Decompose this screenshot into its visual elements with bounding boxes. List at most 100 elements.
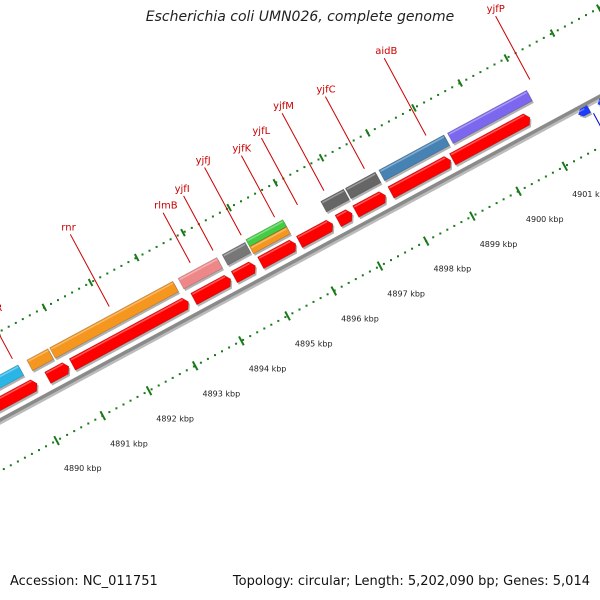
cog-feature-yjfC-gloss <box>380 136 445 172</box>
cog-feature-yjfC[interactable] <box>378 134 451 182</box>
ruler-dot <box>214 354 216 357</box>
ruler-dot <box>66 433 69 436</box>
gene-label-yjfC[interactable]: yjfC <box>316 85 335 96</box>
ring-dot <box>430 97 433 100</box>
cog-feature-yjfL[interactable] <box>320 188 350 213</box>
cog-feature-rnr[interactable] <box>49 280 179 359</box>
ruler-dot <box>171 376 174 379</box>
ruler-dot <box>319 297 322 300</box>
cog-feature-yjfJ[interactable] <box>245 219 288 248</box>
ring-dot <box>535 40 538 43</box>
cog-feature-yjfI[interactable] <box>221 241 252 266</box>
ruler-dot <box>446 228 449 231</box>
cog-feature-rlmB[interactable] <box>177 257 223 290</box>
cog-feature-yjfJ[interactable] <box>249 226 291 255</box>
cds-reverse-gloss <box>597 99 600 103</box>
ring-dot <box>324 154 327 157</box>
ruler-dot <box>87 422 90 425</box>
cds-forward[interactable] <box>190 274 232 306</box>
ruler-dot <box>509 194 512 197</box>
cds-forward[interactable] <box>387 156 452 199</box>
ruler-dot <box>347 281 350 284</box>
ruler-dot <box>397 255 399 258</box>
cds-reverse[interactable] <box>597 94 600 106</box>
ruler-dot <box>235 342 238 345</box>
cog-feature-yjfM[interactable] <box>344 171 382 200</box>
map-title: Escherichia coli UMN026, complete genome <box>145 9 455 25</box>
ring-dot <box>106 272 109 275</box>
ring-dot <box>521 48 524 51</box>
ring-dot <box>585 14 587 17</box>
gene-label-yjfL[interactable]: yjfL <box>252 126 270 137</box>
cds-forward-gloss <box>192 276 226 295</box>
cog-feature-nsrR[interactable] <box>26 348 55 372</box>
cds-forward-gloss <box>70 298 184 361</box>
gene-label-rlmB[interactable]: rlmB <box>154 201 178 212</box>
cds-forward[interactable] <box>230 261 256 284</box>
gene-label-yjfM[interactable]: yjfM <box>273 101 294 112</box>
cds-forward[interactable] <box>257 239 297 270</box>
ring-dot <box>28 314 31 317</box>
ring-dot <box>57 299 59 302</box>
gene-label-yjfI[interactable]: yjfI <box>175 184 190 195</box>
cds-forward[interactable] <box>68 297 189 371</box>
ruler-dot <box>411 247 414 250</box>
leader-yjfK <box>240 155 276 218</box>
ruler-dot <box>474 213 477 216</box>
ruler-dot <box>52 441 55 444</box>
cds-forward-gloss <box>450 114 525 156</box>
cds-forward[interactable] <box>0 379 38 423</box>
ruler-dot <box>185 369 188 372</box>
ruler-label-4898-kbp: 4898 kbp <box>434 265 472 274</box>
ruler-label-4894-kbp: 4894 kbp <box>249 365 287 374</box>
ruler-dot <box>594 148 597 151</box>
ring-dot <box>14 321 17 324</box>
gene-label-nsrR[interactable]: nsrR <box>0 303 2 314</box>
ruler-dot <box>59 437 62 440</box>
cds-forward-gloss <box>258 240 291 259</box>
cds-reverse[interactable] <box>578 104 592 117</box>
gene-label-aidB[interactable]: aidB <box>375 46 397 57</box>
gene-label-rnr[interactable]: rnr <box>61 222 76 233</box>
ring-dot <box>113 268 116 271</box>
ring-dot <box>289 173 292 176</box>
ruler-dot <box>390 259 392 262</box>
cds-forward[interactable] <box>352 191 386 218</box>
ruler-major-tick <box>238 335 245 346</box>
leader-yjfM <box>281 112 325 191</box>
ring-dot <box>423 101 426 104</box>
cds-forward[interactable] <box>44 362 70 384</box>
cog-feature-nsrR-gloss <box>28 350 49 362</box>
cds-forward[interactable] <box>448 113 531 166</box>
ruler-dot <box>418 243 421 246</box>
gene-label-yjfJ[interactable]: yjfJ <box>196 156 211 167</box>
ruler-dot <box>537 179 540 182</box>
ruler-major-tick <box>53 435 60 446</box>
ring-major-tick <box>180 228 186 237</box>
ring-dot <box>500 59 503 62</box>
leader-rlmB <box>162 212 191 264</box>
cog-feature-nsrR[interactable] <box>0 364 25 405</box>
gene-label-yjfP[interactable]: yjfP <box>487 4 505 15</box>
ruler-dot <box>129 399 132 402</box>
ring-dot <box>176 234 179 237</box>
cds-forward[interactable] <box>295 219 334 249</box>
cog-feature-aidB[interactable] <box>446 89 533 145</box>
cog-feature-rlmB-gloss <box>179 258 218 281</box>
ring-major-tick <box>503 54 510 63</box>
ruler-dot <box>136 395 139 398</box>
ring-dot <box>592 10 594 13</box>
cog-feature-aidB-gloss <box>448 91 527 135</box>
ring-dot <box>127 261 130 264</box>
ruler-dot <box>587 152 590 155</box>
leader-yjfP <box>495 15 531 80</box>
cds-forward[interactable] <box>334 209 353 228</box>
ruler-major-tick <box>284 311 291 321</box>
ruler-dot <box>23 456 26 459</box>
ruler-dot <box>206 357 209 360</box>
ruler-dot <box>192 365 195 368</box>
ring-dot <box>169 238 172 241</box>
gene-label-yjfK[interactable]: yjfK <box>232 144 251 155</box>
ring-dot <box>352 139 355 142</box>
